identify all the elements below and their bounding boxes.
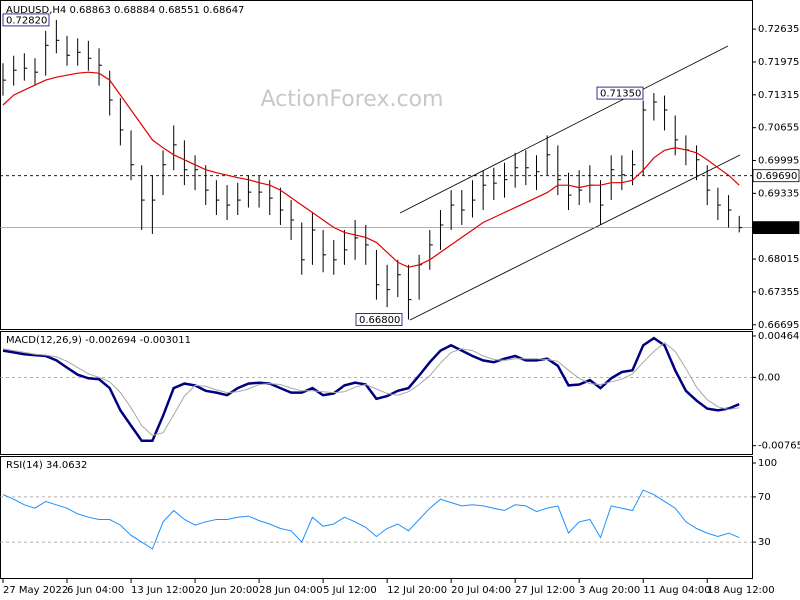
- y-tick-label: 0.71975: [758, 57, 799, 68]
- x-tick-label: 27 May 2022: [3, 585, 68, 596]
- x-tick-label: 20 Jun 20:00: [195, 585, 259, 596]
- x-tick-label: 27 Jul 12:00: [515, 585, 575, 596]
- y-tick-label: 0.69995: [758, 156, 799, 167]
- x-tick-label: 20 Jul 04:00: [451, 585, 511, 596]
- channel-lower: [409, 154, 741, 321]
- price-level-box: [752, 221, 800, 235]
- price-pane: [0, 0, 753, 330]
- moving-average: [2, 71, 740, 268]
- annotation-box: [596, 86, 644, 100]
- y-tick-label: 0.004643: [758, 331, 800, 342]
- y-tick-label: 0.70655: [758, 123, 799, 134]
- annotation-box: [2, 13, 50, 27]
- indicator-line: [2, 336, 740, 442]
- price-level-label: 0.69690: [756, 171, 797, 182]
- y-tick-label: 0.66695: [758, 320, 799, 331]
- annotation-label: 0.72820: [6, 15, 47, 26]
- y-tick-label: 0.71315: [758, 90, 799, 101]
- y-tick-label: 100: [758, 458, 777, 469]
- y-tick-label: 0.67355: [758, 287, 799, 298]
- y-tick-label: -0.007653: [758, 441, 800, 452]
- indicator-line: [2, 489, 740, 550]
- y-tick-label: 0.72635: [758, 24, 799, 35]
- y-tick-label: 70: [758, 492, 771, 503]
- y-tick-label: 0.00: [758, 372, 780, 383]
- x-tick-label: 6 Jun 04:00: [67, 585, 124, 596]
- y-tick-label: 30: [758, 537, 771, 548]
- y-tick-label: 0.68015: [758, 254, 799, 265]
- x-tick-label: 18 Aug 12:00: [707, 585, 774, 596]
- x-tick-label: 28 Jun 04:00: [259, 585, 323, 596]
- x-tick-label: 3 Aug 20:00: [579, 585, 640, 596]
- rsi-title: RSI(14) 34.0632: [6, 460, 87, 471]
- x-tick-label: 13 Jun 12:00: [131, 585, 195, 596]
- x-tick-label: 12 Jul 20:00: [387, 585, 447, 596]
- annotation-label: 0.66800: [359, 315, 400, 326]
- watermark: ActionForex.com: [261, 87, 444, 112]
- rsi-pane: [0, 456, 753, 579]
- price-title: AUDUSD,H4 0.68863 0.68884 0.68551 0.6864…: [6, 5, 244, 16]
- annotation-box: [355, 313, 403, 326]
- indicator-line: [2, 341, 740, 436]
- channel-upper: [399, 45, 729, 214]
- y-tick-label: 0.69335: [758, 188, 799, 199]
- x-tick-label: 11 Aug 04:00: [643, 585, 710, 596]
- price-level-box: [752, 169, 800, 183]
- price-level-label: 0.68647: [756, 223, 797, 234]
- x-tick-label: 5 Jul 12:00: [323, 585, 377, 596]
- annotation-label: 0.71350: [600, 89, 641, 100]
- macd-title: MACD(12,26,9) -0.002694 -0.003011: [6, 335, 191, 346]
- macd-pane: [0, 331, 753, 455]
